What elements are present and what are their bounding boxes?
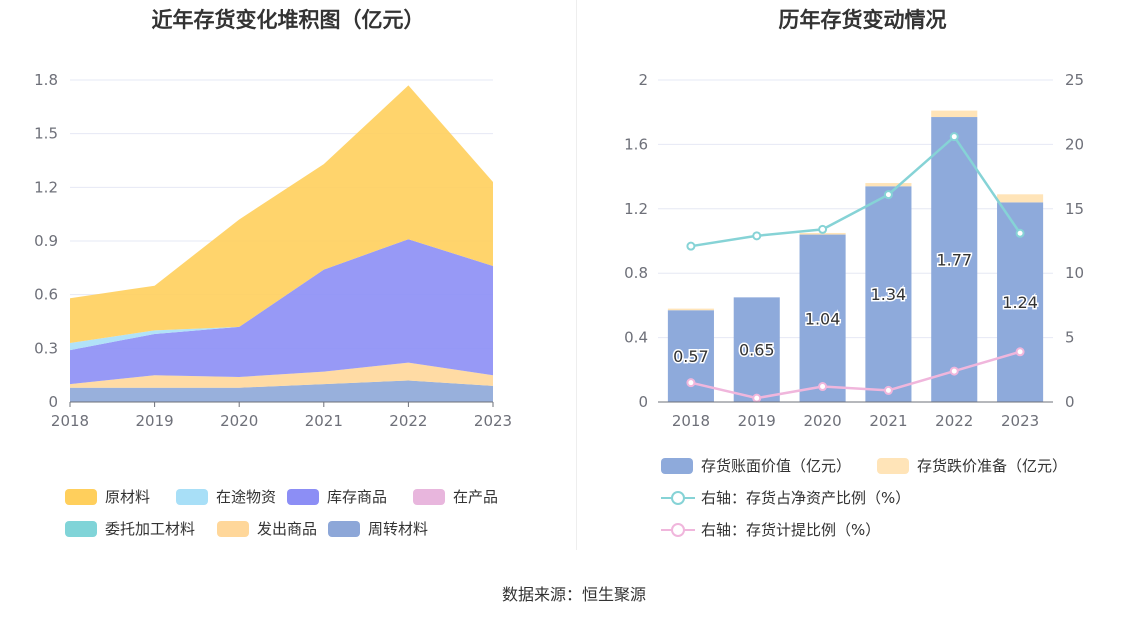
bar-book-value [865,186,912,402]
x-tick-label: 2022 [389,412,427,430]
legend-swatch [65,521,97,537]
x-tick-label: 2018 [672,412,710,430]
legend-label: 在途物资 [216,488,277,506]
legend-label: 周转材料 [368,520,429,538]
right-y-tick-label: 25 [1065,71,1084,89]
x-tick-label: 2022 [935,412,973,430]
right-y-tick-label: 20 [1065,135,1084,153]
bar-data-label: 1.34 [871,285,907,304]
y-tick-label: 0.9 [34,232,58,250]
left-y-tick-label: 0.4 [624,329,648,347]
left-y-tick-label: 2 [638,71,648,89]
x-tick-label: 2021 [305,412,343,430]
legend-label: 右轴：存货计提比例（%） [701,521,881,539]
line-point [1015,228,1025,238]
y-tick-label: 1.2 [34,178,58,196]
bar-impairment-reserve [931,110,978,118]
line-point [949,366,959,376]
legend-swatch [176,489,208,505]
area-在途物资 [70,239,493,351]
bar-data-label: 0.65 [739,341,775,360]
bar-data-label: 1.77 [936,251,972,270]
right-y-tick-label: 15 [1065,200,1084,218]
bar-book-value [799,234,846,402]
x-tick-label: 2018 [51,412,89,430]
bar-impairment-reserve [667,308,714,311]
legend-swatch [65,489,97,505]
area-周转材料 [70,380,493,402]
line-point [883,190,893,200]
legend-label: 存货跌价准备（亿元） [917,457,1068,475]
left-chart-title: 近年存货变化堆积图（亿元） [151,8,425,32]
right-y-tick-label: 0 [1065,393,1075,411]
line-point [686,241,696,251]
bar-data-label: 0.57 [673,347,709,366]
area-库存商品 [70,239,493,385]
legend-swatch [661,458,693,474]
legend-marker [671,491,685,505]
legend-swatch [877,458,909,474]
line-point [1015,347,1025,357]
right-y-tick-label: 10 [1065,264,1084,282]
left-y-tick-label: 0 [638,393,648,411]
panel-divider [576,0,577,550]
legend-swatch [217,521,249,537]
right-y-tick-label: 5 [1065,329,1075,347]
legend-swatch [328,521,360,537]
stacked-area-chart: 0 0.3 0.6 0.9 1.2 1.5 1.8 2018 2019 2020 2021 2022 2… [34,71,512,430]
area-发出商品 [70,362,493,388]
line-point [818,382,828,392]
legend-swatch [413,489,445,505]
y-tick-label: 0.3 [34,339,58,357]
y-tick-label: 0.6 [34,286,58,304]
bar-impairment-reserve [997,194,1044,203]
legend-label: 发出商品 [257,520,318,538]
bar-book-value [931,117,978,402]
y-tick-label: 1.5 [34,125,58,143]
legend-label: 委托加工材料 [105,520,196,538]
line-point [883,385,893,395]
legend-label: 库存商品 [327,488,388,506]
data-source-note: 数据来源：恒生聚源 [501,585,646,604]
x-tick-label: 2021 [869,412,907,430]
line-point [752,393,762,403]
line-point [686,378,696,388]
legend-label: 原材料 [105,488,151,506]
legend-label: 存货账面价值（亿元） [701,457,852,475]
legend-line-swatch [661,523,695,537]
bar-book-value [733,297,780,402]
x-tick-label: 2023 [1001,412,1039,430]
line-右轴：存货占净资产比例（%） [690,134,1022,248]
y-tick-label: 1.8 [34,71,58,89]
legend-label: 在产品 [453,488,499,506]
bar-data-label: 1.24 [1002,293,1038,312]
area-原材料 [70,85,493,344]
legend-swatch [287,489,319,505]
legend-marker [671,523,685,537]
x-tick-label: 2023 [474,412,512,430]
x-tick-label: 2019 [136,412,174,430]
legend-line-swatch [661,491,695,505]
y-tick-label: 0 [48,393,58,411]
x-tick-label: 2020 [803,412,841,430]
line-右轴：存货计提比例（%） [690,350,1021,400]
left-y-tick-label: 0.8 [624,264,648,282]
left-y-tick-label: 1.2 [624,200,648,218]
right-chart-title: 历年存货变动情况 [778,8,947,32]
line-point [818,224,828,234]
legend-label: 右轴：存货占净资产比例（%） [701,489,911,507]
bar-impairment-reserve [865,183,912,187]
left-y-tick-label: 1.6 [624,135,648,153]
line-point [752,231,762,241]
line-point [949,132,959,142]
bar-data-label: 1.04 [805,309,841,328]
x-tick-label: 2020 [220,412,258,430]
x-tick-label: 2019 [738,412,776,430]
